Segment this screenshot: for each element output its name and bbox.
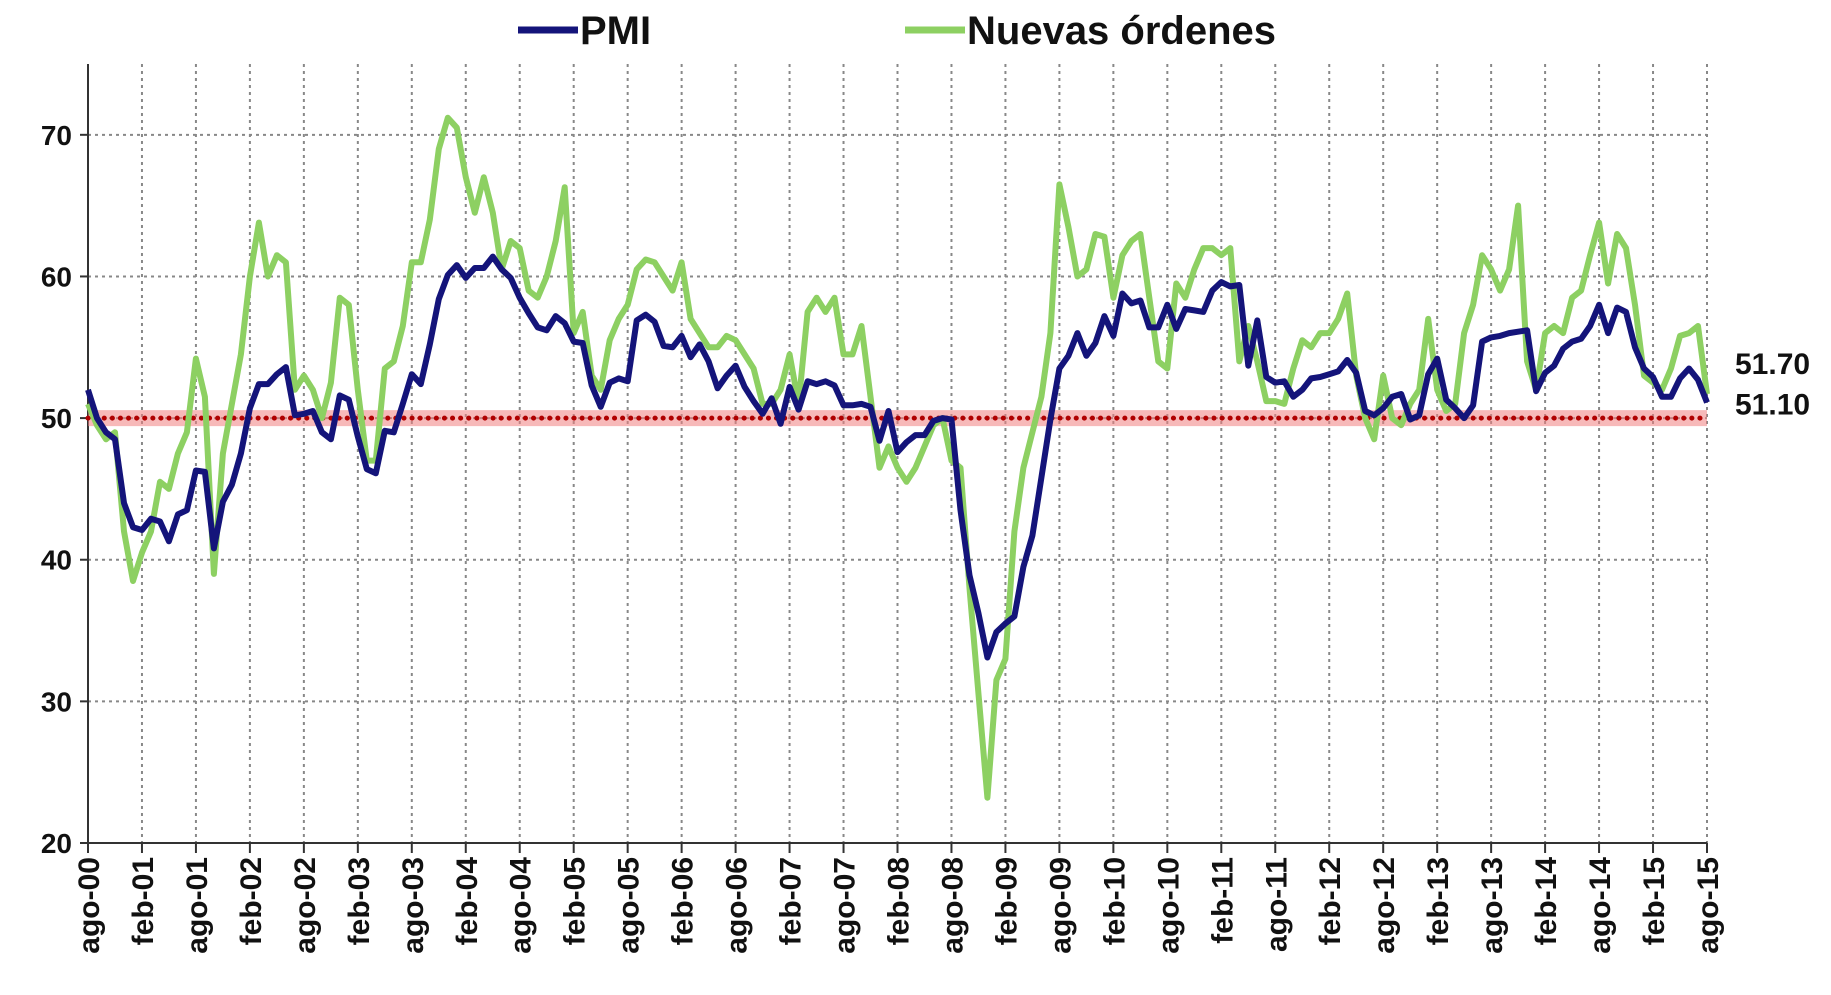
y-tick-label: 30 [41, 686, 72, 717]
x-tick-label: feb-01 [127, 857, 160, 945]
x-tick-label: ago-08 [936, 857, 969, 954]
legend-label: Nuevas órdenes [967, 9, 1276, 53]
end-label: 51.70 [1735, 348, 1810, 381]
legend: PMI Nuevas órdenes [518, 9, 1276, 53]
x-tick-label: feb-12 [1314, 857, 1347, 945]
legend-label: PMI [580, 9, 651, 53]
x-tick-label: feb-06 [667, 857, 700, 945]
x-tick-label: feb-15 [1638, 857, 1671, 945]
x-tick-label: ago-03 [397, 857, 430, 954]
end-label: 51.10 [1735, 389, 1810, 422]
series-line [85, 114, 1710, 801]
x-tick-label: feb-05 [559, 857, 592, 945]
x-tick-label: feb-11 [1206, 857, 1239, 944]
x-tick-label: ago-01 [181, 857, 214, 954]
x-tick-label: ago-15 [1692, 857, 1725, 954]
x-tick-label: feb-07 [775, 857, 808, 945]
x-tick-label: ago-04 [505, 857, 538, 954]
x-tick-label: ago-02 [289, 857, 322, 954]
x-tick-label: ago-13 [1476, 857, 1509, 954]
x-tick-label: ago-10 [1152, 857, 1185, 954]
y-tick-label: 50 [41, 403, 72, 434]
x-tick-label: feb-09 [990, 857, 1023, 945]
x-tick-label: ago-07 [829, 857, 862, 954]
series-line [85, 253, 1710, 661]
y-tick-label: 20 [41, 828, 72, 859]
x-tick-label: feb-10 [1098, 857, 1131, 945]
x-tick-label: ago-06 [721, 857, 754, 954]
x-tick-label: ago-14 [1584, 857, 1617, 954]
x-tick-label: feb-03 [343, 857, 376, 945]
x-tick-label: ago-05 [613, 857, 646, 954]
x-tick-label: feb-13 [1422, 857, 1455, 945]
y-tick-label: 60 [41, 261, 72, 292]
x-tick-label: feb-02 [235, 857, 268, 945]
x-tick-label: ago-00 [73, 857, 106, 954]
x-tick-label: ago-09 [1044, 857, 1077, 954]
x-tick-label: feb-14 [1530, 857, 1563, 946]
x-tick-label: feb-04 [451, 857, 484, 946]
x-tick-label: feb-08 [883, 857, 916, 945]
y-tick-label: 40 [41, 545, 72, 576]
x-tick-label: ago-12 [1368, 857, 1401, 954]
y-tick-label: 70 [41, 120, 72, 151]
x-tick-label: ago-11 [1260, 857, 1293, 952]
